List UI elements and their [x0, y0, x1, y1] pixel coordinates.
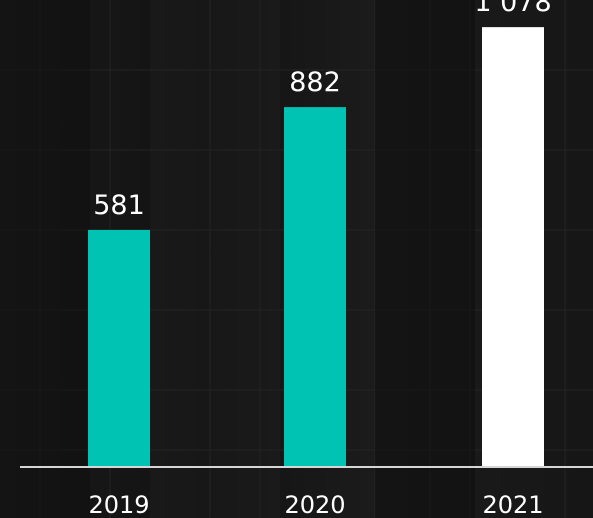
- bar-2019: [88, 229, 150, 467]
- x-tick-label-2019: 2019: [88, 491, 149, 518]
- bar-2020: [284, 107, 346, 468]
- bar-2021: [482, 27, 544, 467]
- data-labels-group: 581 882 1 078: [93, 0, 551, 221]
- data-label-2021: 1 078: [474, 0, 551, 18]
- x-tick-labels-group: 2019 2020 2021: [88, 491, 543, 518]
- x-tick-label-2021: 2021: [482, 491, 543, 518]
- data-label-2020: 882: [289, 67, 341, 98]
- data-label-2019: 581: [93, 190, 145, 221]
- x-tick-label-2020: 2020: [284, 491, 345, 518]
- bars-group: [88, 27, 544, 468]
